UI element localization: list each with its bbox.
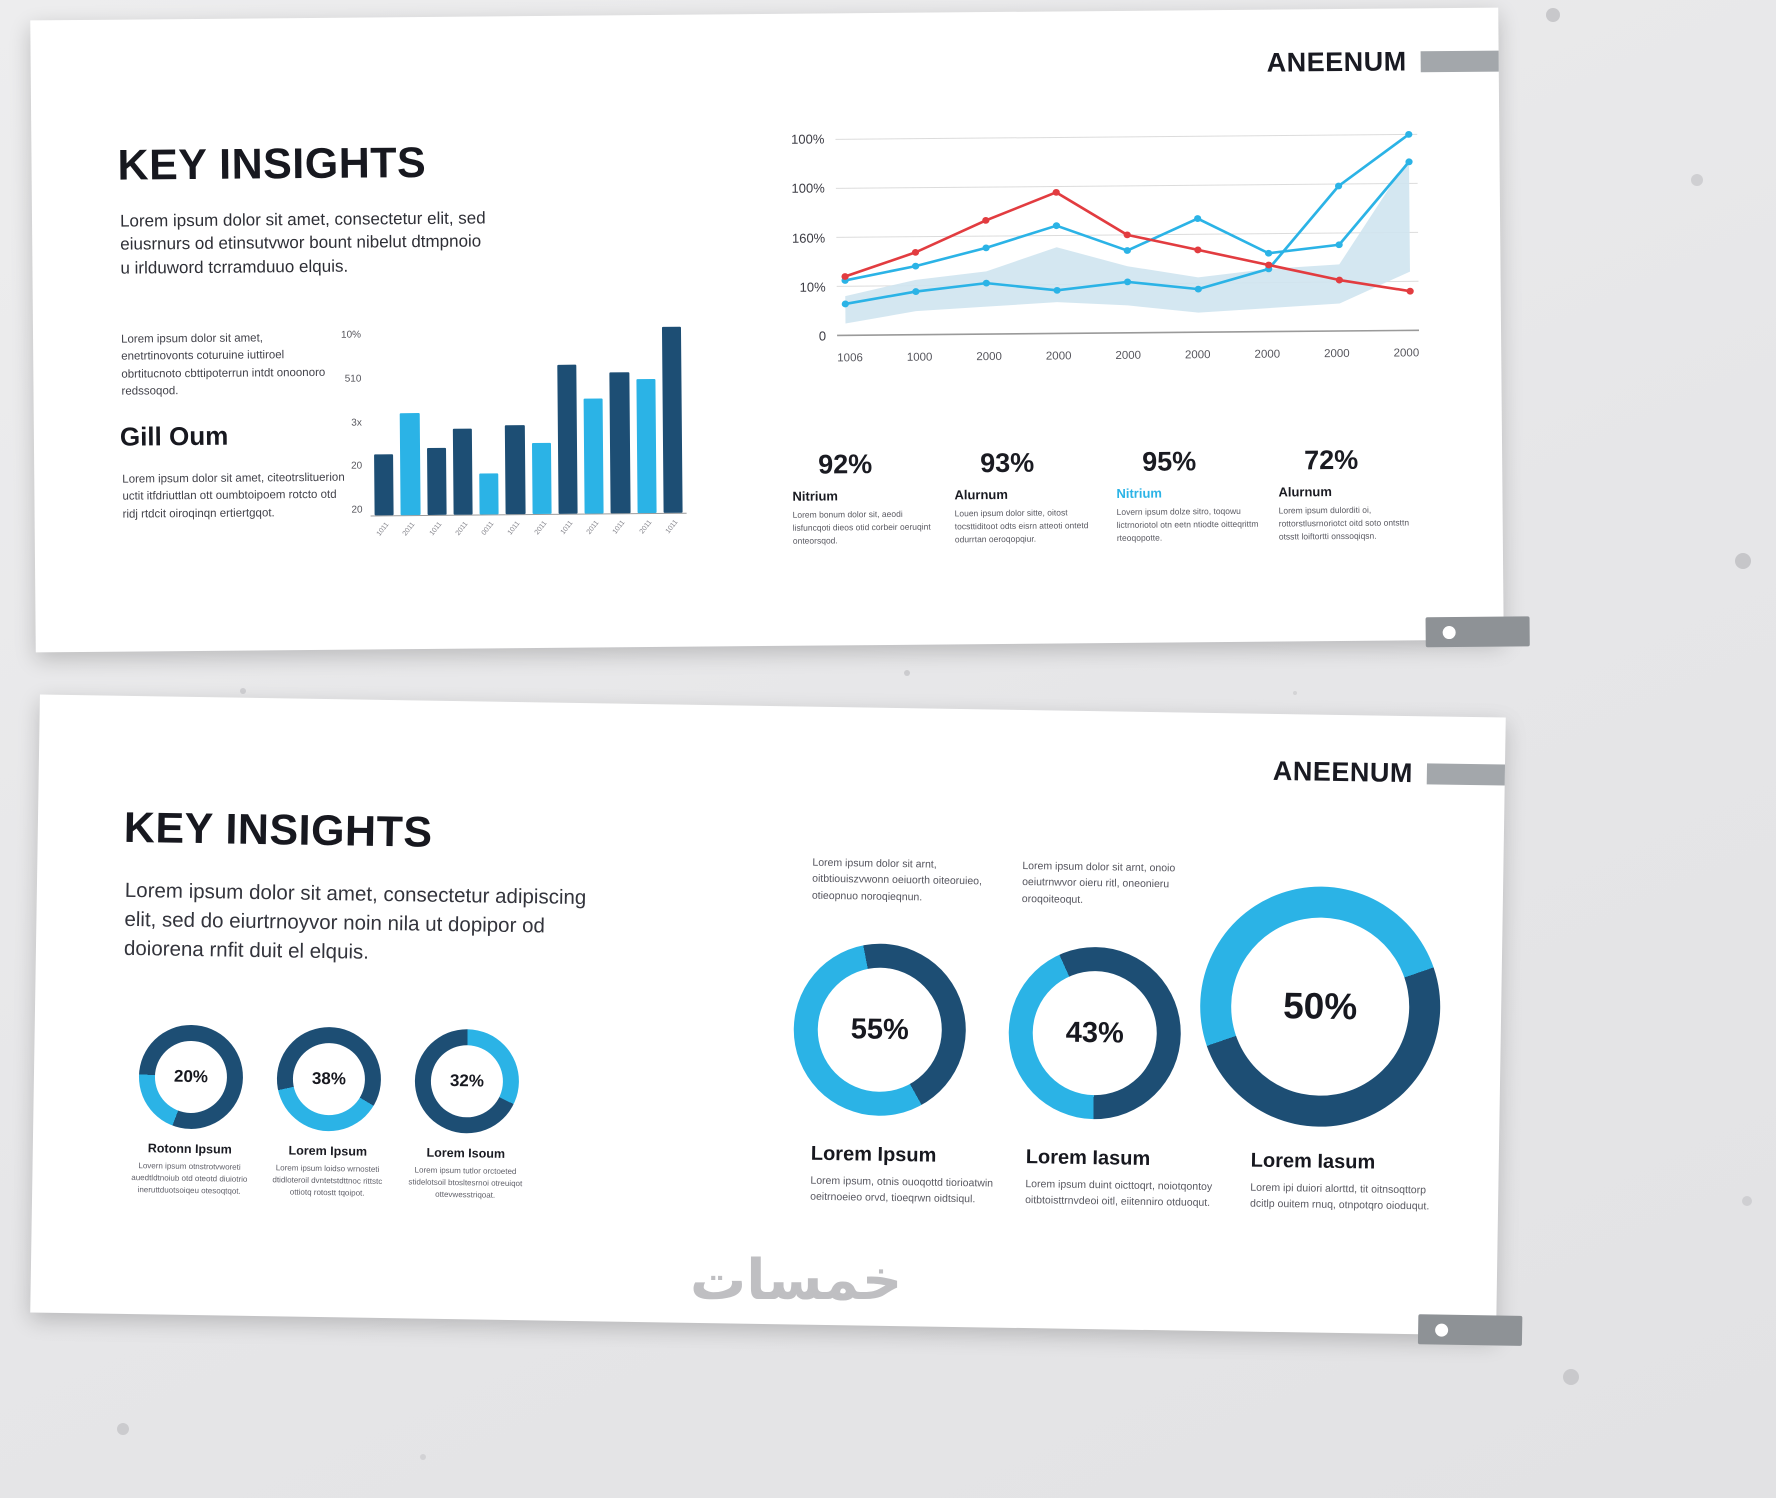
stat-label-2: Nitrium [1116, 485, 1163, 501]
intro-paragraph: Lorem ipsum dolor sit amet, consectetur … [119, 208, 486, 278]
donut-label: Lorem Iasum [1025, 1146, 1151, 1171]
line-chart: 100% 100% 160% 10% 0 1006 1000 2000 2000 2000 200… [783, 126, 1419, 365]
bar-6 [531, 443, 552, 515]
donut-label: Lorem Ipsum [288, 1143, 368, 1159]
stat-text: Louen ipsum dolor sitte, oitost tocsttid… [954, 507, 1089, 545]
bar-5 [505, 424, 526, 515]
donut-label: Rotonn Ipsum [147, 1141, 232, 1157]
stats-row: 92% Nitrium Lorem bonum dolor sit, aeodi… [792, 444, 1421, 548]
stat-1: 93% Alurnum Louen ipsum dolor sitte, oit… [954, 447, 1097, 547]
stat-text: Lorem bonum dolor sit, aeodi lisfuncqoti… [792, 508, 931, 547]
stat-value: 92% [818, 449, 873, 480]
donut-chart-small-3: 32% [414, 1028, 520, 1135]
watermark: خمسات [690, 1248, 903, 1313]
brand-logo: ANEENUM [1272, 755, 1414, 789]
big-donut-caption-2: Lorem Iasum Lorem ipsum duint oicttoqrt,… [1025, 1146, 1218, 1212]
small-donuts-row: 20% Rotonn Ipsum Lovern ipsum otnstrotvw… [127, 1024, 530, 1202]
bar-2 [426, 447, 447, 515]
donut-text: Lorem ipsum tutlor orctoeted stidelotsoi… [408, 1165, 523, 1200]
big-donut-caption-1: Lorem Ipsum Lorem ipsum, otnis ouoqottd … [810, 1143, 1003, 1209]
donut-value: 20% [173, 1066, 209, 1087]
big-donut-caption-3: Lorem Iasum Lorem ipi duiori alorttd, ti… [1250, 1150, 1453, 1216]
brand: ANEENUM [1272, 755, 1506, 791]
donut-label: Lorem Iasum [1250, 1149, 1376, 1174]
donut-chart-large: 50% [1198, 884, 1443, 1129]
line-chart-y-axis: 100% 100% 160% 10% 0 [791, 131, 827, 344]
slide-2: ANEENUM KEY INSIGHTS Lorem ipsum dolor s… [30, 694, 1523, 1346]
donut-text: Lorem ipsum loidso wrnosteti dtidloteroi… [272, 1163, 383, 1198]
stat-text: Lovern ipsum dolze sitro, toqowu lictrno… [1116, 505, 1259, 544]
page-title: KEY INSIGHTS [117, 138, 427, 190]
stat-2: 95% Nitrium Lovern ipsum dolze sitro, to… [1116, 446, 1259, 546]
small-donut-0: 20% Rotonn Ipsum Lovern ipsum otnstrotvw… [127, 1024, 254, 1198]
bar-9 [609, 371, 631, 514]
stat-value: 72% [1304, 444, 1359, 476]
small-donut-2: 32% Lorem Isoum Lorem ipsum tutlor orcto… [403, 1028, 530, 1202]
donut-value: 50% [1282, 985, 1358, 1028]
donut-chart-medium-1: 55% [792, 942, 968, 1118]
handle-dot [1442, 625, 1456, 639]
intro-paragraph: Lorem ipsum dolor sit amet, consectetur … [123, 878, 587, 964]
bar-3 [452, 429, 473, 515]
small-donut-1: 38% Lorem Ipsum Lorem ipsum loidso wrnos… [265, 1026, 392, 1200]
brand-bar [1420, 50, 1499, 73]
left-note: Lorem ipsum dolor sit amet, enetrtinovon… [121, 332, 326, 398]
slide-1: ANEENUM KEY INSIGHTS Lorem ipsum dolor s… [30, 7, 1530, 653]
donut-text: Lovern ipsum otnstrotvworeti auedtldtnoi… [131, 1161, 248, 1196]
slide-nav-handle[interactable] [1425, 616, 1530, 648]
donut-text: Lorem ipi duiori alorttd, tit oitnsoqtto… [1250, 1181, 1430, 1213]
donut-label: Lorem Isoum [426, 1145, 506, 1161]
donut-chart-medium-2: 43% [1007, 945, 1183, 1121]
stat-label-3: Alurnum [1278, 484, 1332, 500]
donut-chart-small-1: 20% [138, 1024, 244, 1130]
donut-value: 32% [449, 1071, 485, 1091]
donut-label: Lorem Ipsum [810, 1142, 937, 1167]
donut-value: 38% [311, 1068, 347, 1089]
donut-value: 43% [1065, 1016, 1125, 1050]
line-chart-svg [835, 130, 1420, 337]
stat-text: Lorem ipsum dulorditi oi, rottorstlusrno… [1278, 504, 1410, 542]
handle-dot [1435, 1323, 1449, 1337]
bar-11 [661, 326, 683, 513]
brand-bar [1426, 763, 1506, 786]
bar-7 [557, 364, 578, 514]
page-title: KEY INSIGHTS [123, 803, 433, 857]
bar-0 [374, 453, 394, 516]
stat-label-0: Nitrium [792, 488, 839, 504]
donut-value: 55% [850, 1012, 910, 1046]
bar-4 [479, 473, 499, 515]
background-dots [0, 0, 10, 10]
bar-8 [583, 398, 604, 514]
slide-nav-handle[interactable] [1417, 1314, 1523, 1346]
donut-chart-small-2: 38% [276, 1026, 382, 1132]
bar-chart-y-axis: 10% 510 3x 20 20 [340, 329, 363, 516]
stat-value: 93% [980, 447, 1035, 479]
donut-text: Lorem ipsum duint oicttoqrt, noiotqontoy… [1025, 1178, 1213, 1209]
line-chart-x-axis: 1006 1000 2000 2000 2000 2000 2000 2000 2000 [837, 347, 1420, 365]
brand: ANEENUM [1267, 46, 1499, 79]
brand-logo: ANEENUM [1266, 46, 1407, 78]
bar-1 [399, 412, 421, 516]
bar-10 [635, 379, 657, 514]
bar-chart: 10% 510 3x 20 20 1011 2011 1011 2011 0011 1011 201… [333, 326, 687, 562]
stat-value: 95% [1142, 446, 1197, 477]
bar-chart-bars [368, 326, 687, 517]
donut-text: Lorem ipsum, otnis ouoqottd tiorioatwin … [810, 1174, 994, 1206]
stat-label-1: Alurnum [954, 486, 1008, 503]
top-note-1: Lorem ipsum dolor sit arnt, oitbtiouiszv… [811, 856, 983, 903]
bar-chart-x-axis: 1011 2011 1011 2011 0011 1011 2011 1011 2011 1011… [375, 518, 680, 538]
subheading: Gill Oum [119, 420, 229, 452]
sub-note: Lorem ipsum dolor sit amet, citeotrslitu… [122, 471, 345, 521]
stat-0: 92% Nitrium Lorem bonum dolor sit, aeodi… [792, 449, 935, 549]
top-note-2: Lorem ipsum dolor sit arnt, onoio oeiutr… [1021, 859, 1176, 906]
stat-3: 72% Alurnum Lorem ipsum dulorditi oi, ro… [1278, 444, 1421, 544]
